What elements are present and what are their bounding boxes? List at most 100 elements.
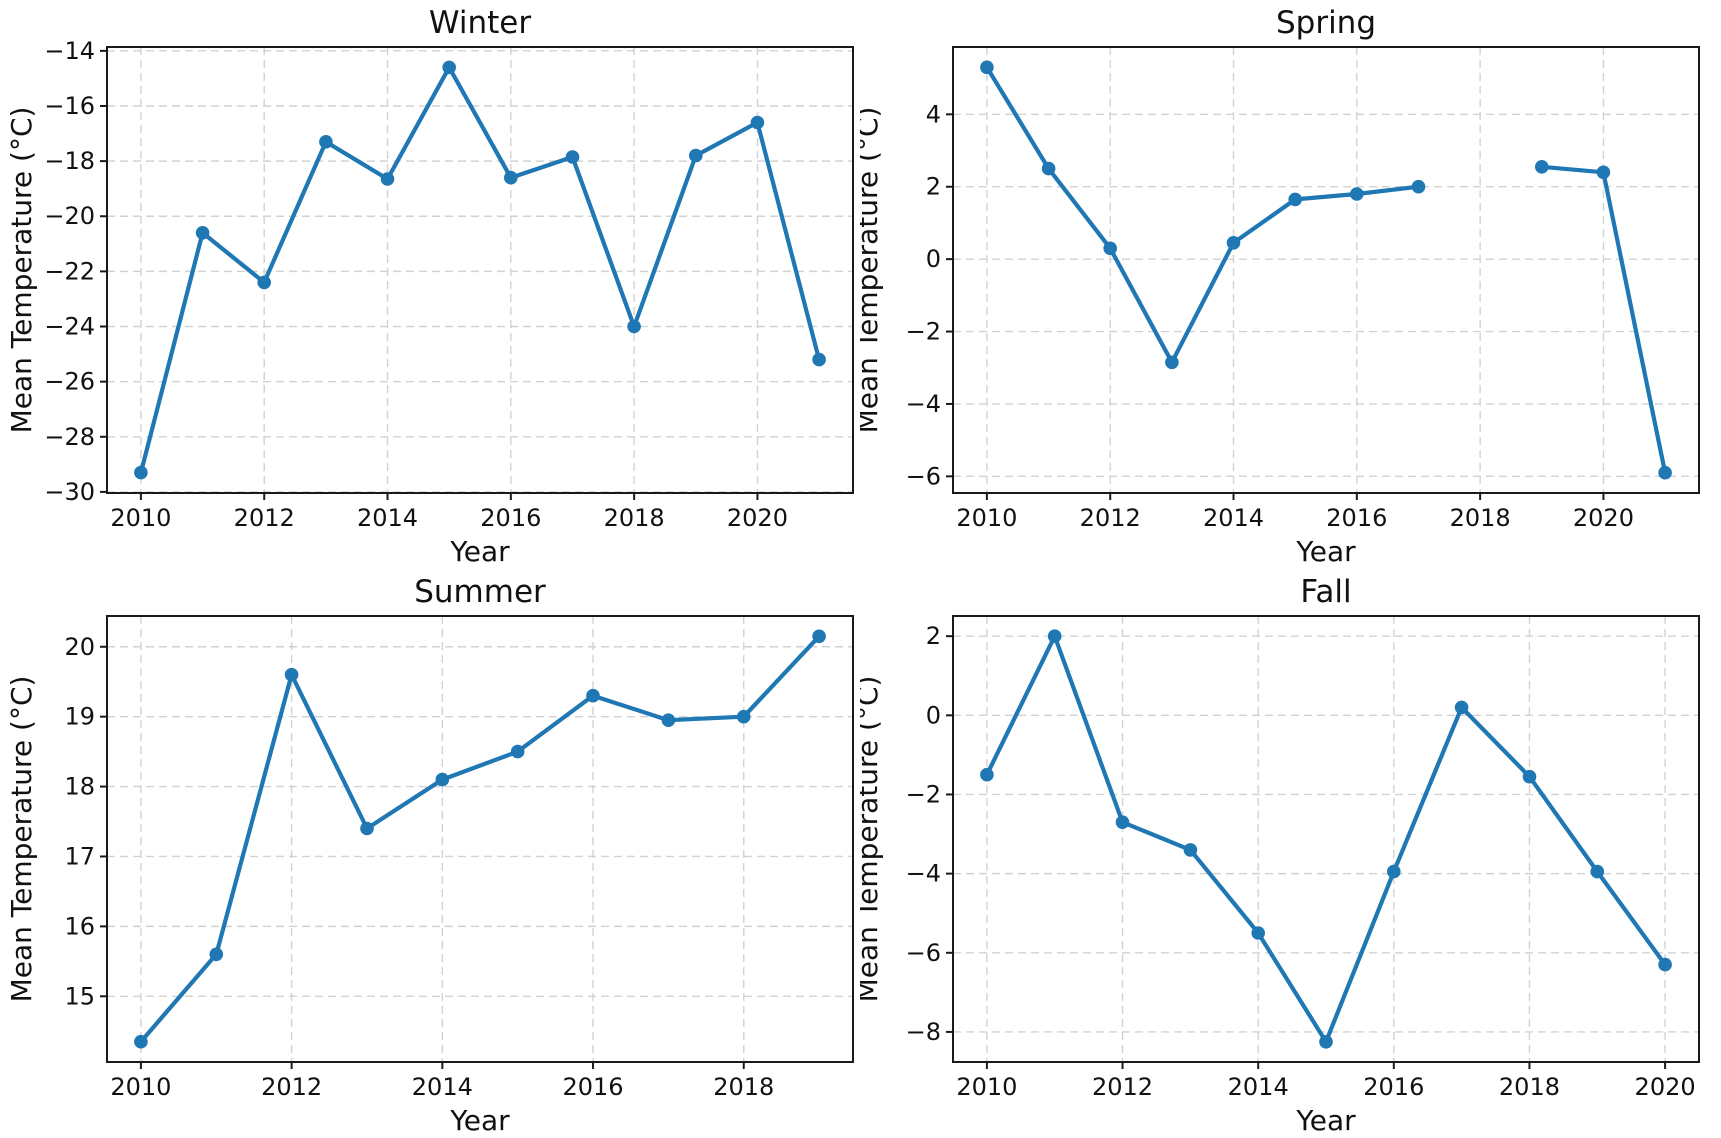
x-tick-label: 2012 [1092,1073,1153,1101]
x-tick-label: 2020 [1573,504,1634,532]
y-tick-label: −22 [44,257,95,285]
y-tick-label: −26 [44,368,95,396]
y-tick-label: −4 [906,860,941,888]
data-point [1103,241,1117,256]
x-tick-label: 2014 [1203,504,1264,532]
data-point [1658,465,1672,480]
x-tick-label: 2018 [1450,504,1511,532]
line-chart-winter: 2010 2012 2014 2016 2018 2020 −30 −28 −26 −24 −22 −… [5,5,854,568]
data-point [980,60,994,75]
data-point [1165,355,1179,370]
y-tick-label: −4 [906,390,941,418]
data-point [1226,236,1241,250]
data-point [1411,179,1426,194]
y-tick-label: −2 [906,780,941,808]
plot-area [107,616,853,1062]
data-point [134,1034,148,1049]
line-chart-summer: 2010 2012 2014 2016 2018 15 16 17 18 19 20 Summer Ye… [5,574,854,1137]
x-tick-label: 2016 [1326,504,1387,532]
chart-title: Spring [1276,5,1376,41]
x-tick-label: 2010 [110,504,171,532]
data-point [661,713,676,727]
y-tick-label: 4 [926,100,941,128]
data-point [1590,864,1605,879]
data-point [565,150,580,164]
plot-area [953,47,1699,493]
data-point [1183,843,1198,857]
y-tick-label: 0 [926,701,941,729]
y-tick-label: −2 [906,318,941,346]
x-tick-label: 2010 [956,504,1017,532]
y-tick-label: 16 [64,912,95,940]
line-chart-spring: 2010 2012 2014 2016 2018 2020 −6 −4 −2 0 2 4 Spring Y… [860,5,1700,568]
subplot-summer: 2010 2012 2014 2016 2018 15 16 17 18 19 20 Summer Ye… [0,569,860,1138]
x-tick-label: 2014 [1228,1073,1289,1101]
x-tick-label: 2010 [110,1073,171,1101]
y-axis-label: Mean Temperature (°C) [5,107,38,434]
data-point [209,947,224,962]
data-point [442,60,457,75]
x-tick-label: 2012 [1080,504,1141,532]
y-tick-label: 19 [64,703,95,731]
y-tick-label: 2 [926,622,941,650]
data-point [1115,815,1130,829]
x-tick-label: 2020 [1635,1073,1696,1101]
y-tick-label: −28 [44,423,95,451]
data-point [319,135,333,149]
x-axis-label: Year [449,535,510,568]
data-point [627,319,641,334]
x-tick-label: 2018 [604,504,665,532]
data-point [1041,161,1056,176]
plot-area [107,47,853,493]
data-point [380,172,395,186]
data-point [1350,187,1364,201]
data-point [750,115,765,130]
data-point [1251,926,1265,940]
data-point [1319,1035,1333,1049]
x-tick-label: 2010 [956,1073,1017,1101]
axes-spines [106,46,854,494]
x-tick-label: 2020 [727,504,788,532]
x-tick-label: 2012 [261,1073,322,1101]
data-point [1596,165,1611,180]
data-point [1454,700,1469,715]
y-tick-label: 18 [64,773,95,801]
x-axis-label: Year [449,1104,510,1137]
data-point [812,352,826,367]
data-point [1535,160,1549,174]
data-point [1047,629,1062,643]
y-tick-label: 2 [926,173,941,201]
data-point [504,170,518,185]
data-point [689,148,703,163]
subplot-spring: 2010 2012 2014 2016 2018 2020 −6 −4 −2 0 2 4 Spring Y… [860,0,1721,569]
y-axis-label: Mean Temperature (°C) [860,107,884,434]
y-tick-label: −6 [906,939,941,967]
y-tick-label: 17 [64,842,95,870]
x-tick-label: 2016 [562,1073,623,1101]
data-point [980,767,994,782]
y-axis-label: Mean Temperature (°C) [5,676,38,1003]
axes-spines [106,615,854,1063]
chart-title: Winter [429,5,531,41]
x-axis-label: Year [1295,535,1356,568]
y-tick-label: −6 [906,462,941,490]
y-tick-label: −30 [44,478,95,506]
y-tick-label: −8 [906,1018,941,1046]
axes-spines [952,46,1700,494]
data-line [138,65,822,475]
data-point [195,226,210,240]
y-tick-label: 15 [64,982,95,1010]
data-point [736,709,751,724]
x-axis-label: Year [1295,1104,1356,1137]
x-tick-label: 2012 [234,504,295,532]
data-point [510,744,525,759]
data-line [984,65,1421,365]
y-tick-label: −18 [44,147,95,175]
data-point [134,465,148,480]
y-tick-label: 20 [64,633,95,661]
chart-title: Summer [414,574,546,610]
x-tick-label: 2014 [357,504,418,532]
data-line [138,634,822,1044]
subplot-winter: 2010 2012 2014 2016 2018 2020 −30 −28 −26 −24 −22 −… [0,0,860,569]
